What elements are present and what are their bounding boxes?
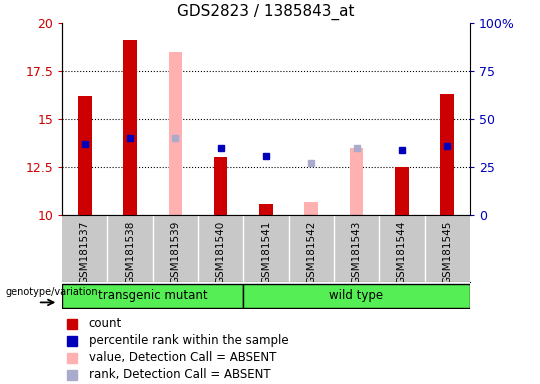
Text: count: count: [89, 317, 122, 330]
Text: GSM181541: GSM181541: [261, 220, 271, 284]
Bar: [123, 40, 137, 215]
Text: wild type: wild type: [329, 289, 383, 302]
Text: GSM181544: GSM181544: [397, 220, 407, 284]
Bar: [395, 167, 409, 215]
Title: GDS2823 / 1385843_at: GDS2823 / 1385843_at: [177, 4, 355, 20]
Text: percentile rank within the sample: percentile rank within the sample: [89, 334, 288, 348]
Text: GSM181540: GSM181540: [215, 220, 226, 284]
Bar: [62, 283, 244, 308]
Bar: [168, 52, 182, 215]
Text: GSM181538: GSM181538: [125, 220, 135, 284]
Bar: [214, 157, 227, 215]
Text: transgenic mutant: transgenic mutant: [98, 289, 207, 302]
Text: GSM181545: GSM181545: [442, 220, 452, 284]
Bar: [440, 94, 454, 215]
Text: GSM181543: GSM181543: [352, 220, 362, 284]
Text: GSM181539: GSM181539: [170, 220, 180, 284]
Bar: [244, 283, 470, 308]
Bar: [350, 148, 363, 215]
Text: genotype/variation: genotype/variation: [5, 286, 98, 297]
Bar: [305, 202, 318, 215]
Bar: [259, 204, 273, 215]
Text: rank, Detection Call = ABSENT: rank, Detection Call = ABSENT: [89, 369, 270, 381]
Text: GSM181542: GSM181542: [306, 220, 316, 284]
Bar: [78, 96, 92, 215]
Text: value, Detection Call = ABSENT: value, Detection Call = ABSENT: [89, 351, 276, 364]
Text: GSM181537: GSM181537: [80, 220, 90, 284]
